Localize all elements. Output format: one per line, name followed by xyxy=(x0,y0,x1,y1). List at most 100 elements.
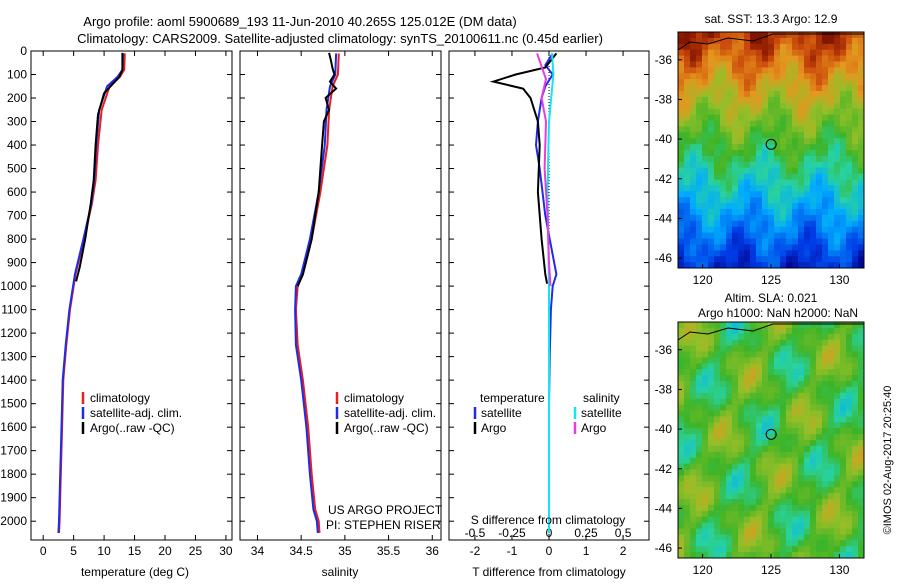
x-tick-label: 30 xyxy=(219,544,233,558)
map-cell xyxy=(762,226,769,234)
map-cell xyxy=(756,220,763,228)
map-cell xyxy=(804,546,811,553)
map-cell xyxy=(792,55,799,62)
map-cell xyxy=(774,440,781,447)
map-cell xyxy=(696,150,703,157)
map-cell xyxy=(678,381,685,388)
map-cell xyxy=(846,381,853,388)
map-cell xyxy=(810,49,817,57)
map-cell xyxy=(786,357,793,364)
map-cell xyxy=(756,126,763,133)
map-cell xyxy=(846,179,853,186)
map-cell xyxy=(804,327,811,335)
map-cell xyxy=(846,499,853,506)
map-cell xyxy=(720,61,727,68)
map-cell xyxy=(714,150,721,157)
map-cell xyxy=(810,339,817,347)
map-cell xyxy=(804,487,811,494)
map-cell xyxy=(738,220,745,228)
map-cell xyxy=(696,167,703,175)
map-cell xyxy=(846,138,853,145)
map-cell xyxy=(786,333,793,341)
map-cell xyxy=(720,126,727,133)
map-cell xyxy=(816,469,823,476)
map-cell xyxy=(714,161,721,169)
map-cell xyxy=(840,132,847,139)
map-cell xyxy=(684,475,691,482)
map-cell xyxy=(738,363,745,370)
map-cell xyxy=(774,232,781,239)
map-cell xyxy=(858,173,865,180)
map-cell xyxy=(714,469,721,476)
map-cell xyxy=(798,516,805,524)
map-cell xyxy=(834,238,841,245)
map-cell xyxy=(714,422,721,429)
map-cell xyxy=(720,67,727,74)
map-cell xyxy=(792,534,799,541)
y-tick-label: 1800 xyxy=(0,467,27,481)
map-cell xyxy=(708,481,715,488)
map-cell xyxy=(690,102,697,110)
map-cell xyxy=(708,138,715,145)
map-cell xyxy=(690,220,697,228)
map-cell xyxy=(756,32,763,39)
map-cell xyxy=(834,155,841,163)
map-cell xyxy=(702,327,709,335)
map-cell xyxy=(858,67,865,74)
map-cell xyxy=(822,363,829,370)
map-cell xyxy=(768,428,775,435)
map-cell xyxy=(774,132,781,139)
map-cell xyxy=(762,214,769,222)
map-cell xyxy=(858,386,865,394)
map-cell xyxy=(816,463,823,470)
map-cell xyxy=(708,120,715,127)
map-cell xyxy=(858,422,865,429)
map-cell xyxy=(684,327,691,335)
map-cell xyxy=(678,102,685,110)
map-cell xyxy=(708,155,715,163)
y-tick-label: 400 xyxy=(7,138,27,152)
map-cell xyxy=(816,250,823,257)
map-cell xyxy=(780,540,787,547)
map-cell xyxy=(768,499,775,506)
map-cell xyxy=(696,256,703,263)
map-cell xyxy=(702,434,709,441)
map-cell xyxy=(726,185,733,192)
map-cell xyxy=(834,61,841,68)
map-cell xyxy=(798,79,805,86)
map-cell xyxy=(696,552,703,559)
map-cell xyxy=(822,244,829,251)
map-cell xyxy=(846,516,853,524)
map-cell xyxy=(798,457,805,465)
map-cell xyxy=(852,191,859,198)
map-cell xyxy=(804,244,811,251)
map-cell xyxy=(678,493,685,500)
map-cell xyxy=(828,262,835,269)
map-cell xyxy=(846,369,853,376)
map-cell xyxy=(792,451,799,459)
map-cell xyxy=(816,546,823,553)
map-cell xyxy=(702,510,709,518)
map-cell xyxy=(708,191,715,198)
map-cell xyxy=(798,120,805,127)
map-cell xyxy=(858,534,865,541)
map-cell xyxy=(720,410,727,417)
map-cell xyxy=(756,150,763,157)
map-cell xyxy=(858,404,865,411)
map-cell xyxy=(732,138,739,145)
map-cell xyxy=(816,73,823,80)
map-cell xyxy=(738,114,745,121)
map-cell xyxy=(702,73,709,80)
map-cell xyxy=(738,410,745,417)
map-y-tick-label: -44 xyxy=(655,501,673,515)
map-cell xyxy=(798,434,805,441)
map-cell xyxy=(846,155,853,163)
map-cell xyxy=(714,445,721,453)
map-cell xyxy=(714,392,721,400)
map-cell xyxy=(702,357,709,364)
x-tick-label: -2 xyxy=(470,544,481,558)
map-cell xyxy=(708,469,715,476)
map-cell xyxy=(768,209,775,216)
map-cell xyxy=(774,43,781,51)
